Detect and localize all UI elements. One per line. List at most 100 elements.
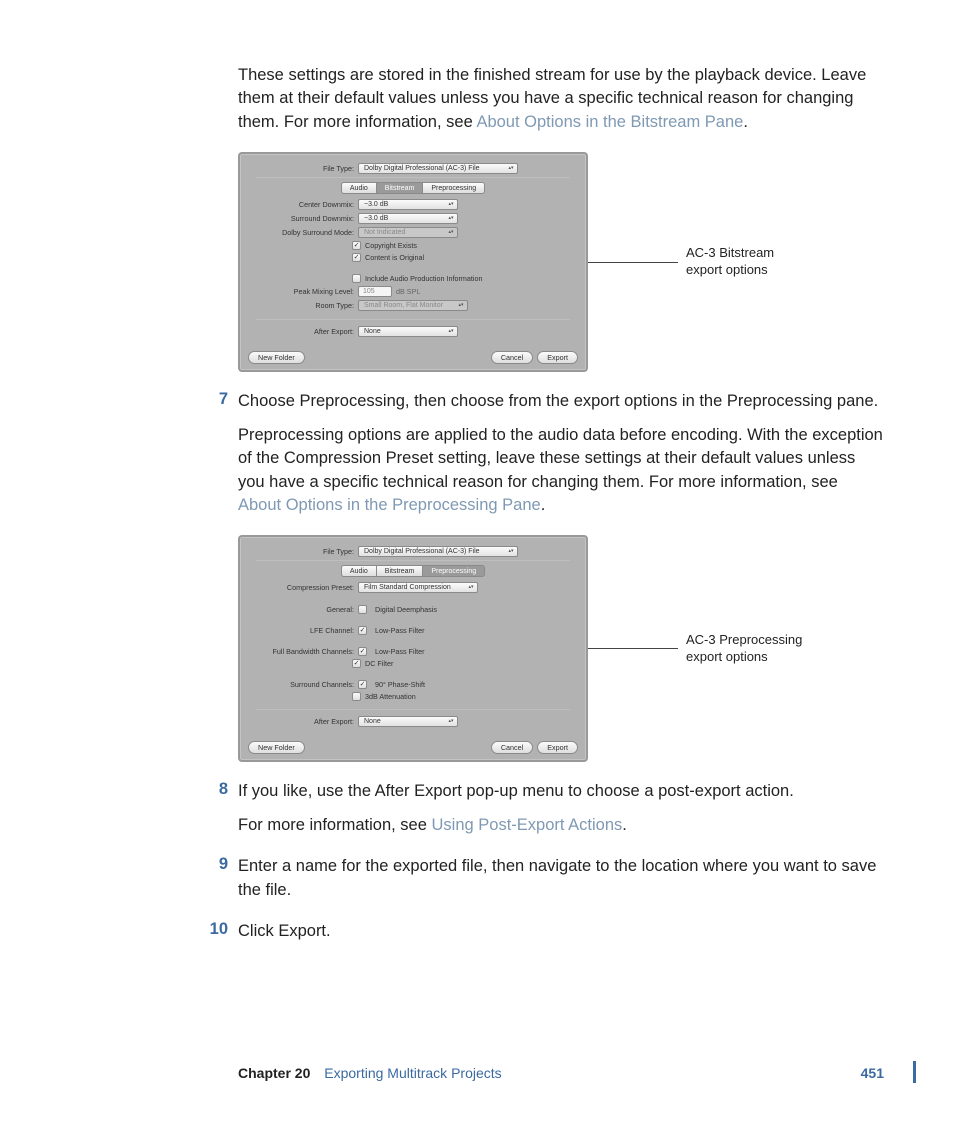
copyright-label: Copyright Exists: [365, 241, 417, 250]
content-original-checkbox[interactable]: [352, 253, 361, 262]
surround-downmix-select[interactable]: −3.0 dB▴▾: [358, 213, 458, 224]
intro-paragraph: These settings are stored in the finishe…: [238, 64, 884, 134]
footer-left: Chapter 20 Exporting Multitrack Projects: [238, 1065, 502, 1081]
page-content: These settings are stored in the finishe…: [238, 64, 884, 943]
chevron-updown-icon: ▴▾: [458, 304, 464, 307]
footer-chapter-title: Exporting Multitrack Projects: [324, 1065, 501, 1081]
post-export-link[interactable]: Using Post-Export Actions: [432, 816, 623, 834]
tab-bitstream[interactable]: Bitstream: [376, 182, 424, 194]
tab-preprocessing-2[interactable]: Preprocessing: [423, 565, 485, 577]
preprocessing-pane-link[interactable]: About Options in the Preprocessing Pane: [238, 496, 541, 514]
tab-preprocessing[interactable]: Preprocessing: [423, 182, 485, 194]
step-8: 8 If you like, use the After Export pop-…: [238, 780, 884, 837]
step-7: 7 Choose Preprocessing, then choose from…: [238, 390, 884, 517]
after-export-select[interactable]: None▴▾: [358, 326, 458, 337]
chevron-updown-icon: ▴▾: [448, 203, 454, 206]
new-folder-button[interactable]: New Folder: [248, 351, 305, 364]
center-downmix-select[interactable]: −3.0 dB▴▾: [358, 199, 458, 210]
after-export-select-2[interactable]: None▴▾: [358, 716, 458, 727]
peak-mixing-unit: dB SPL: [396, 287, 420, 296]
attenuation-checkbox[interactable]: [352, 692, 361, 701]
surround-downmix-label: Surround Downmix:: [250, 214, 358, 223]
step-number: 9: [200, 855, 228, 874]
callout-bitstream: AC-3 Bitstreamexport options: [588, 245, 846, 279]
callout-text: AC-3 Preprocessingexport options: [686, 632, 846, 666]
chevron-updown-icon: ▴▾: [448, 231, 454, 234]
include-audio-prod-label: Include Audio Production Information: [365, 274, 482, 283]
step-10-p1: Click Export.: [238, 920, 884, 943]
callout-text: AC-3 Bitstreamexport options: [686, 245, 846, 279]
dolby-surround-label: Dolby Surround Mode:: [250, 228, 358, 237]
export-button-2[interactable]: Export: [537, 741, 578, 754]
file-type-label-2: File Type:: [250, 547, 358, 556]
full-bw-label: Full Bandwidth Channels:: [250, 647, 358, 656]
export-button[interactable]: Export: [537, 351, 578, 364]
chevron-updown-icon: ▴▾: [468, 586, 474, 589]
intro-link[interactable]: About Options in the Bitstream Pane: [476, 113, 743, 131]
lfe-channel-label: LFE Channel:: [250, 626, 358, 635]
chevron-updown-icon: ▴▾: [448, 720, 454, 723]
chevron-updown-icon: ▴▾: [508, 550, 514, 553]
file-type-select-2[interactable]: Dolby Digital Professional (AC-3) File▴▾: [358, 546, 518, 557]
dc-filter-label: DC Filter: [365, 659, 393, 668]
digital-deemphasis-label: Digital Deemphasis: [375, 605, 437, 614]
dialog-bitstream: File Type: Dolby Digital Professional (A…: [238, 152, 588, 372]
phase-shift-label: 90° Phase-Shift: [375, 680, 425, 689]
room-type-select: Small Room, Flat Monitor▴▾: [358, 300, 468, 311]
center-downmix-label: Center Downmix:: [250, 200, 358, 209]
after-export-label: After Export:: [250, 327, 358, 336]
footer-accent-bar: [913, 1061, 916, 1083]
chevron-updown-icon: ▴▾: [448, 330, 454, 333]
dolby-surround-select: Not Indicated▴▾: [358, 227, 458, 238]
content-original-label: Content is Original: [365, 253, 424, 262]
footer-chapter: Chapter 20: [238, 1065, 310, 1081]
lfe-lowpass-label: Low-Pass Filter: [375, 626, 425, 635]
file-type-select[interactable]: Dolby Digital Professional (AC-3) File▴▾: [358, 163, 518, 174]
tab-audio-2[interactable]: Audio: [341, 565, 376, 577]
chevron-updown-icon: ▴▾: [448, 217, 454, 220]
callout-preprocessing: AC-3 Preprocessingexport options: [588, 632, 846, 666]
dc-filter-checkbox[interactable]: [352, 659, 361, 668]
fullbw-lowpass-checkbox[interactable]: [358, 647, 367, 656]
surround-channels-label: Surround Channels:: [250, 680, 358, 689]
step-number: 8: [200, 780, 228, 799]
file-type-label: File Type:: [250, 164, 358, 173]
step-10: 10 Click Export.: [238, 920, 884, 943]
page-footer: Chapter 20 Exporting Multitrack Projects…: [238, 1065, 884, 1081]
cancel-button[interactable]: Cancel: [491, 351, 533, 364]
step-8-p2: For more information, see Using Post-Exp…: [238, 814, 884, 837]
figure-preprocessing: File Type: Dolby Digital Professional (A…: [238, 535, 884, 762]
step-9-p1: Enter a name for the exported file, then…: [238, 855, 884, 902]
callout-line: [588, 648, 678, 649]
lfe-lowpass-checkbox[interactable]: [358, 626, 367, 635]
digital-deemphasis-checkbox[interactable]: [358, 605, 367, 614]
chevron-updown-icon: ▴▾: [508, 167, 514, 170]
dialog-tabs: Audio Bitstream Preprocessing: [240, 182, 586, 194]
tab-bitstream-2[interactable]: Bitstream: [376, 565, 424, 577]
attenuation-label: 3dB Attenuation: [365, 692, 416, 701]
peak-mixing-input: 105: [358, 286, 392, 297]
peak-mixing-label: Peak Mixing Level:: [250, 287, 358, 296]
general-label: General:: [250, 605, 358, 614]
figure-bitstream: File Type: Dolby Digital Professional (A…: [238, 152, 884, 372]
step-number: 10: [200, 920, 228, 939]
tab-audio[interactable]: Audio: [341, 182, 376, 194]
compression-preset-select[interactable]: Film Standard Compression▴▾: [358, 582, 478, 593]
include-audio-prod-checkbox[interactable]: [352, 274, 361, 283]
step-7-p1: Choose Preprocessing, then choose from t…: [238, 390, 884, 413]
copyright-checkbox[interactable]: [352, 241, 361, 250]
callout-line: [588, 262, 678, 263]
dialog-tabs-2: Audio Bitstream Preprocessing: [240, 565, 586, 577]
phase-shift-checkbox[interactable]: [358, 680, 367, 689]
cancel-button-2[interactable]: Cancel: [491, 741, 533, 754]
step-number: 7: [200, 390, 228, 409]
intro-text-b: .: [743, 113, 748, 131]
step-8-p1: If you like, use the After Export pop-up…: [238, 780, 884, 803]
room-type-label: Room Type:: [250, 301, 358, 310]
footer-page-number: 451: [861, 1065, 884, 1081]
after-export-label-2: After Export:: [250, 717, 358, 726]
compression-preset-label: Compression Preset:: [250, 583, 358, 592]
new-folder-button-2[interactable]: New Folder: [248, 741, 305, 754]
step-9: 9 Enter a name for the exported file, th…: [238, 855, 884, 902]
step-7-p2: Preprocessing options are applied to the…: [238, 424, 884, 518]
